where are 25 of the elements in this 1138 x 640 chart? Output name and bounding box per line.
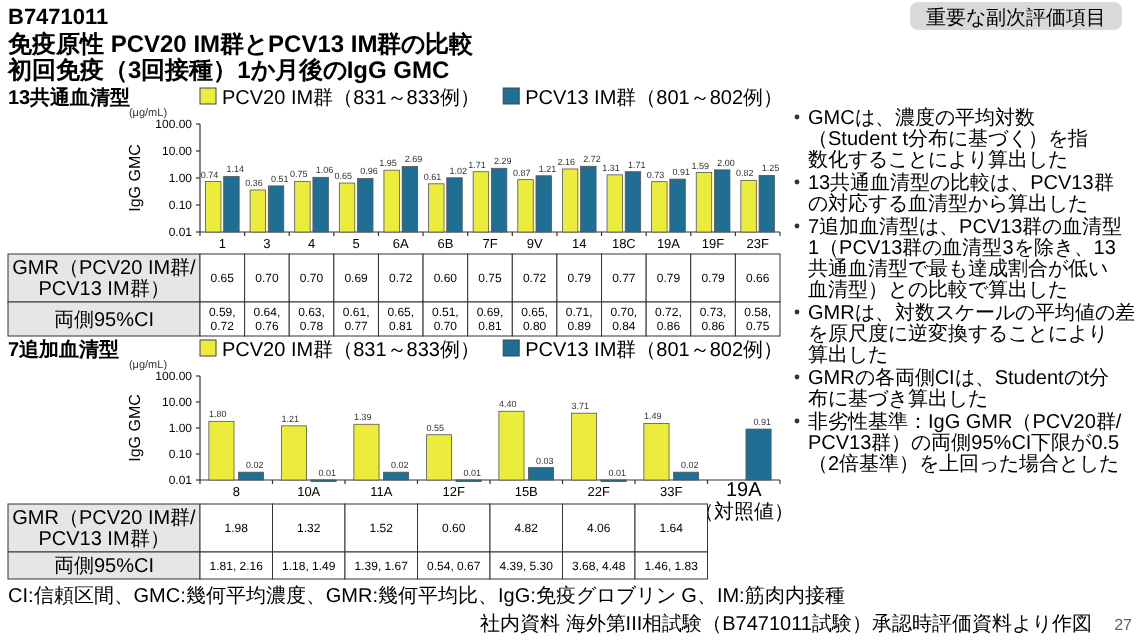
category-label: GMR（PCV20 IM群/PCV13 IM群） [12,508,196,551]
legend-label: PCV13 IM群（801～802例） [525,338,784,362]
text: 免疫原性 PCV20 IM群とPCV13 IM群の比較 [6,30,476,58]
text: GMRの各両側CIは、Studentのt分布に基づき算出した [808,366,1110,411]
text: GMCは、濃度の平均対数（Student t分布に基づく）を指数化することにより算出した [808,106,1089,172]
text: 13共通血清型の比較は、PCV13群の対応する血清型から算出した [808,171,1114,216]
y-axis-title: IgG GMC [126,393,144,462]
chart-title: 13共通血清型 [8,86,131,110]
y-axis-title: IgG GMC [126,143,144,212]
category-label: GMR（PCV20 IM群/PCV13 IM群） [12,258,196,301]
category-label: 両側95%CI [53,309,155,332]
text: 27 [1114,616,1134,634]
text: GMRは、対数スケールの平均値の差を原尺度に逆変換することにより算出した [808,301,1135,367]
legend-label: PCV20 IM群（831～833例） [222,86,480,110]
category-label: 両側95%CI [53,556,155,578]
text: B7471011 [8,6,109,30]
text: 初回免疫（3回接種）1か月後のIgG GMC [6,56,451,84]
legend-label: PCV13 IM群（801～802例） [525,86,784,110]
text: 非劣性基準：IgG GMR（PCV20群/PCV13群）の両側95%CI下限が0.5（2倍基準）を上回った場合とした [808,410,1122,476]
legend-label: PCV20 IM群（831～833例） [222,338,480,362]
text: 重要な副次評価項目 [926,6,1106,30]
chart-title: 7追加血清型 [8,338,120,362]
text: 7追加血清型は、PCV13群の血清型1（PCV13群の血清型3を除き、13共通血清型で最も達成割合が低い血清型）との比較で算出した [808,215,1123,302]
text: CI:信頼区間、GMC:幾何平均濃度、GMR:幾何平均比、IgG:免疫グロブリン G、IM:筋肉内接種 [8,584,845,608]
text: 社内資料 海外第III相試験（B7471011試験）承認時評価資料より作図 [480,612,1092,636]
